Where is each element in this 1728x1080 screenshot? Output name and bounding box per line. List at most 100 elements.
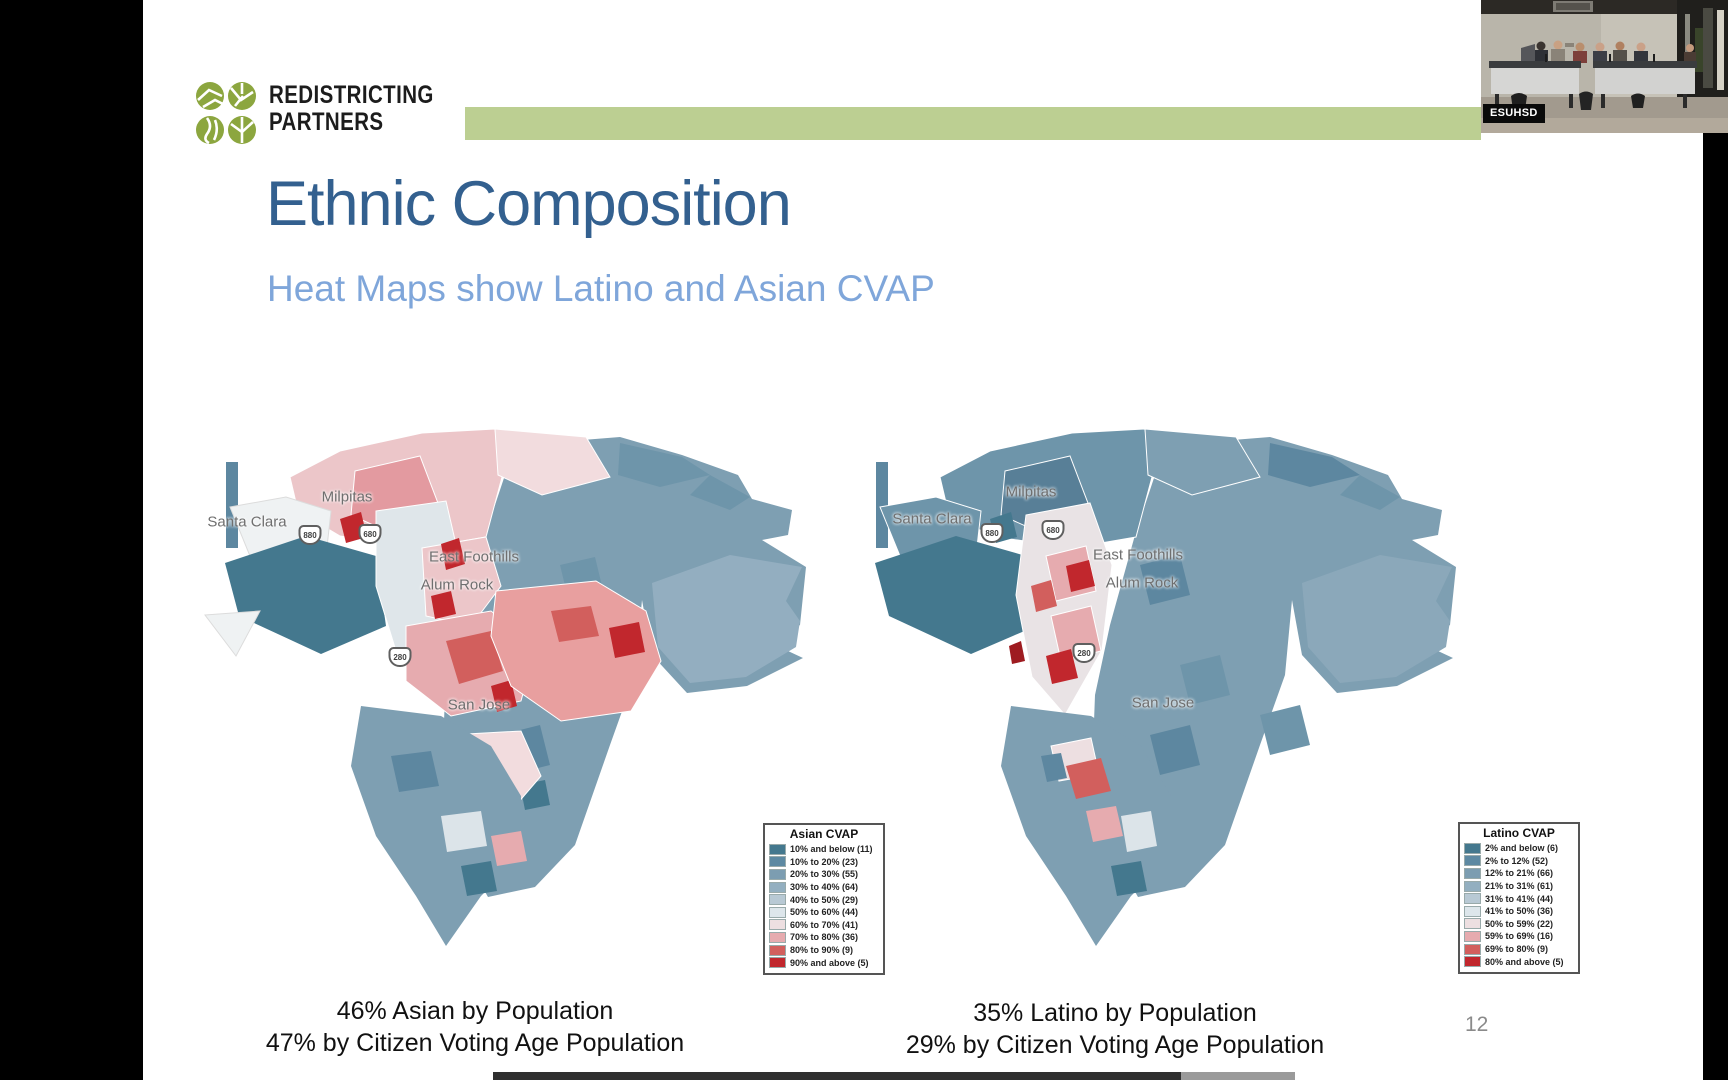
caption-line1: 46% Asian by Population [336,997,614,1025]
legend-label: 69% to 80% (9) [1485,944,1549,955]
legend-swatch [769,843,786,855]
city-label-santa-clara: Santa Clara [207,513,287,531]
legend-entry: 50% to 60% (44) [769,906,879,919]
legend-swatch [769,906,786,918]
legend-swatch [1464,943,1481,955]
caption-line2: 47% by Citizen Voting Age Population [265,1029,685,1057]
highway-shield-680: 680 [1041,520,1065,540]
legend-entry: 50% to 59% (22) [1464,918,1574,931]
legend-label: 40% to 50% (29) [790,894,859,905]
asian-map-caption: 46% Asian by Population 47% by Citizen V… [190,995,760,1059]
accent-bar [465,107,1481,140]
legend-swatch [769,957,786,969]
meeting-room-scene [1481,0,1728,133]
legend-label: 60% to 70% (41) [790,919,859,930]
legend-label: 2% to 12% (52) [1485,855,1549,866]
legend-label: 80% and above (5) [1485,956,1564,967]
legend-label: 21% to 31% (61) [1485,881,1554,892]
logo-circles-icon [195,80,257,146]
legend-entry: 12% to 21% (66) [1464,867,1574,880]
highway-shield-880: 880 [298,525,322,545]
legend-label: 12% to 21% (66) [1485,868,1554,879]
city-label-milpitas: Milpitas [321,488,373,506]
highway-shield-680: 680 [358,524,382,544]
legend-label: 31% to 41% (44) [1485,893,1554,904]
latino-map-shapes [875,428,1456,946]
webcam-video-overlay: ESUHSD [1481,0,1728,133]
legend-label: 59% to 69% (16) [1485,931,1554,942]
city-label-milpitas: Milpitas [1005,483,1057,501]
legend-entry: 80% and above (5) [1464,955,1574,968]
legend-swatch [1464,855,1481,867]
legend-swatch [1464,930,1481,942]
legend-entry: 69% to 80% (9) [1464,943,1574,956]
legend-label: 70% to 80% (36) [790,932,859,943]
highway-shield-880: 880 [980,523,1004,543]
legend-swatch [1464,893,1481,905]
asian-map-shapes [204,428,806,946]
legend-swatch [769,856,786,868]
legend-swatch [769,881,786,893]
legend-swatch [769,894,786,906]
page-number: 12 [1465,1013,1489,1036]
legend-entry: 40% to 50% (29) [769,893,879,906]
slide-subtitle: Heat Maps show Latino and Asian CVAP [267,268,935,309]
legend-entry: 59% to 69% (16) [1464,930,1574,943]
legend-entry: 80% to 90% (9) [769,944,879,957]
caption-line1: 35% Latino by Population [973,999,1257,1027]
city-label-santa-clara: Santa Clara [892,510,972,528]
legend-entry: 30% to 40% (64) [769,881,879,894]
asian-cvap-legend: Asian CVAP 10% and below (11) 10% to 20% … [763,823,885,975]
legend-entry: 21% to 31% (61) [1464,880,1574,893]
asian-cvap-heatmap: Milpitas Santa Clara East Foothills Alum Ro… [190,415,810,960]
legend-entry: 60% to 70% (41) [769,919,879,932]
redistricting-partners-logo: REDISTRICTING PARTNERS [195,80,470,146]
video-control-bar-segment [1181,1072,1295,1080]
legend-entry: 20% to 30% (55) [769,868,879,881]
presentation-slide: REDISTRICTING PARTNERS Ethnic Compositio… [143,0,1703,1080]
legend-label: 80% to 90% (9) [790,945,854,956]
legend-entry: 2% and below (6) [1464,842,1574,855]
legend-label: 50% to 60% (44) [790,907,859,918]
legend-entry: 31% to 41% (44) [1464,892,1574,905]
latino-cvap-heatmap: Milpitas Santa Clara East Foothills Alum Ro… [840,415,1460,960]
legend-label: 20% to 30% (55) [790,869,859,880]
legend-entry: 90% and above (5) [769,956,879,969]
legend-swatch [1464,842,1481,854]
legend-label: 10% and below (11) [790,844,873,855]
city-label-east-foothills: East Foothills [428,548,520,566]
legend-entry: 10% and below (11) [769,843,879,856]
legend-title: Asian CVAP [789,827,859,841]
logo-line1: REDISTRICTING [269,81,434,109]
legend-swatch [1464,880,1481,892]
logo-wordmark: REDISTRICTING PARTNERS [269,82,434,136]
legend-label: 2% and below (6) [1485,843,1559,854]
legend-entry: 41% to 50% (36) [1464,905,1574,918]
legend-entry: 2% to 12% (52) [1464,855,1574,868]
legend-swatch [769,931,786,943]
video-control-bar [493,1072,1295,1080]
city-label-san-jose: San Jose [1131,694,1195,712]
legend-rows: 10% and below (11) 10% to 20% (23) 20% to … [769,843,879,969]
highway-shield-280: 280 [388,647,412,667]
legend-swatch [1464,867,1481,879]
legend-swatch [1464,956,1481,968]
legend-entry: 10% to 20% (23) [769,856,879,869]
city-label-east-foothills: East Foothills [1092,546,1184,564]
legend-rows: 2% and below (6) 2% to 12% (52) 12% to 21%… [1464,842,1574,968]
legend-swatch [769,868,786,880]
latino-map-caption: 35% Latino by Population 29% by Citizen … [830,997,1400,1061]
webcam-station-label: ESUHSD [1483,104,1545,123]
legend-label: 41% to 50% (36) [1485,906,1554,917]
legend-label: 50% to 59% (22) [1485,918,1554,929]
legend-entry: 70% to 80% (36) [769,931,879,944]
legend-swatch [769,919,786,931]
legend-swatch [1464,918,1481,930]
legend-title: Latino CVAP [1483,826,1555,840]
latino-cvap-legend: Latino CVAP 2% and below (6) 2% to 12% (5… [1458,822,1580,974]
highway-shield-280: 280 [1072,643,1096,663]
legend-swatch [769,944,786,956]
legend-label: 90% and above (5) [790,957,869,968]
slide-title: Ethnic Composition [266,169,792,239]
